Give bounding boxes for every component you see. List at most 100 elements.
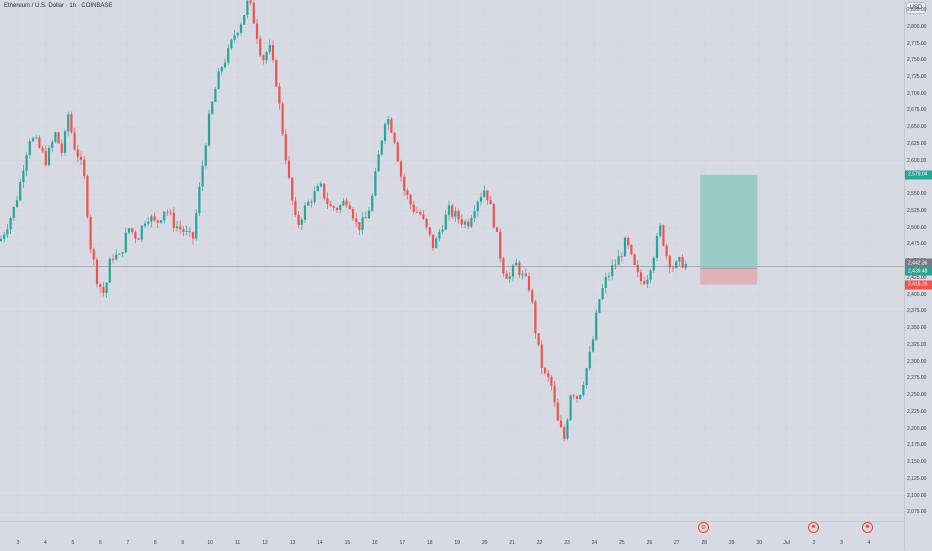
chart-area[interactable]: Ethereum / U.S. Dollar · 1h · COINBASE — [0, 0, 904, 521]
currency-button[interactable]: USD — [906, 2, 926, 14]
price-tick-label: 2,825.00 — [907, 7, 927, 14]
candle — [620, 252, 623, 263]
candle — [201, 160, 204, 192]
candle-body — [233, 35, 236, 40]
candle — [438, 229, 441, 242]
candle-body — [678, 256, 681, 262]
candle — [547, 369, 550, 382]
candle — [579, 394, 582, 400]
candle — [550, 375, 553, 391]
candle-body — [175, 226, 179, 229]
candle — [163, 211, 166, 224]
candle — [454, 206, 457, 222]
candle-body — [44, 150, 47, 166]
candle-body — [636, 265, 639, 273]
candle — [214, 87, 217, 103]
candle-body — [393, 132, 396, 143]
candle-body — [313, 191, 316, 203]
candle-body — [57, 132, 60, 144]
candle-body — [377, 154, 380, 172]
candle-body — [342, 200, 345, 206]
candle-body — [492, 204, 495, 228]
candle — [281, 101, 284, 136]
candle — [595, 309, 598, 342]
candle-body — [428, 227, 431, 235]
candle-body — [371, 195, 374, 211]
candle — [678, 256, 681, 267]
candle — [175, 220, 179, 233]
candle — [105, 282, 108, 298]
candle — [569, 394, 572, 422]
candle — [335, 206, 339, 214]
candle — [431, 234, 435, 251]
candle-body — [431, 234, 435, 249]
loss-zone[interactable] — [700, 268, 758, 285]
profit-zone[interactable] — [700, 174, 758, 269]
candle — [425, 218, 428, 230]
us-flag-event-icon[interactable]: ⚑ — [862, 522, 873, 533]
candle — [540, 339, 543, 374]
candle — [467, 219, 470, 229]
candle-body — [86, 176, 89, 217]
candle — [601, 284, 604, 301]
price-tick-label: 2,200.00 — [907, 425, 927, 432]
candle-body — [559, 420, 563, 428]
candle-body — [489, 200, 492, 205]
candle — [623, 236, 627, 257]
time-tick-label: 29 — [728, 540, 735, 546]
candle — [367, 206, 371, 219]
price-tick-label: 2,675.00 — [907, 107, 927, 114]
candle — [563, 424, 566, 442]
time-tick-label: 27 — [674, 540, 680, 546]
candle-body — [236, 32, 239, 36]
candle — [483, 185, 486, 198]
candle-body — [659, 225, 662, 236]
price-chart[interactable] — [0, 0, 904, 521]
candle — [403, 173, 406, 196]
candle — [265, 50, 268, 64]
candle-body — [518, 262, 521, 276]
candle-body — [579, 394, 582, 399]
candle-body — [137, 238, 140, 240]
candle-body — [643, 281, 646, 284]
long-position-tool[interactable] — [700, 174, 758, 285]
candle — [44, 145, 47, 167]
candle — [345, 197, 348, 209]
price-tick-label: 2,375.00 — [907, 308, 927, 315]
us-flag-event-icon[interactable]: ⚑ — [808, 522, 819, 533]
time-axis[interactable] — [0, 521, 904, 551]
candle-body — [383, 124, 387, 141]
candle — [460, 214, 463, 228]
candle — [19, 179, 22, 202]
candle-body — [166, 211, 169, 213]
price-tick-label: 2,500.00 — [907, 224, 927, 231]
candle-body — [140, 225, 143, 240]
time-tick-label: 28 — [701, 540, 708, 546]
candle — [521, 270, 524, 280]
candle — [441, 224, 444, 235]
candle — [92, 247, 95, 266]
candle-body — [195, 213, 198, 239]
time-tick-label: 5 — [71, 540, 75, 546]
candle-body — [99, 284, 102, 287]
candle-body — [243, 14, 246, 25]
candle — [374, 167, 377, 197]
candle-body — [67, 114, 70, 132]
candle-body — [15, 200, 19, 207]
candle — [67, 111, 70, 137]
candle-body — [127, 228, 131, 233]
candle-body — [227, 48, 230, 63]
candle — [150, 214, 153, 228]
candle-body — [121, 252, 124, 254]
candle-body — [268, 45, 271, 53]
candle — [652, 256, 655, 273]
candle-body — [627, 237, 630, 245]
candle — [383, 122, 387, 144]
time-tick-label: 19 — [454, 540, 460, 546]
cpi-event-icon[interactable]: ⚙ — [698, 522, 709, 533]
candle — [79, 151, 83, 165]
candle — [249, 0, 252, 6]
candle — [217, 68, 220, 90]
candle — [502, 256, 505, 277]
symbol-title[interactable]: Ethereum / U.S. Dollar · 1h · COINBASE — [4, 3, 113, 9]
